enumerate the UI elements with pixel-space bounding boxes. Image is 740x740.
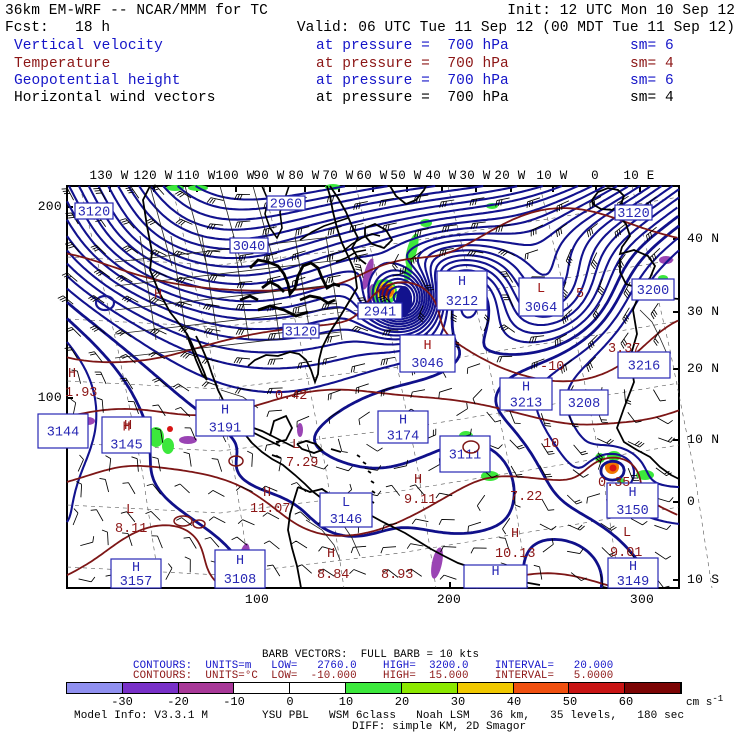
svg-text:8.93: 8.93 — [381, 568, 413, 583]
svg-text:H: H — [511, 527, 519, 542]
svg-text:H: H — [629, 560, 637, 575]
svg-text:2960: 2960 — [270, 198, 302, 213]
svg-text:10: 10 — [543, 437, 559, 452]
svg-text:H: H — [132, 561, 140, 576]
svg-text:3146: 3146 — [330, 513, 362, 528]
svg-text:3120: 3120 — [78, 206, 110, 221]
svg-text:H: H — [154, 288, 162, 303]
svg-text:H: H — [414, 473, 422, 488]
svg-text:2941: 2941 — [364, 306, 396, 321]
svg-text:H: H — [221, 404, 229, 419]
svg-text:3149: 3149 — [617, 575, 649, 590]
svg-text:H: H — [68, 367, 76, 382]
svg-text:H: H — [491, 565, 499, 580]
svg-text:8.84: 8.84 — [317, 568, 349, 583]
svg-text:3212: 3212 — [446, 295, 478, 310]
svg-text:7.29: 7.29 — [286, 456, 318, 471]
svg-text:H: H — [122, 421, 130, 436]
svg-text:H: H — [263, 486, 271, 501]
svg-text:3150: 3150 — [616, 504, 648, 519]
svg-text:3120: 3120 — [617, 207, 649, 222]
svg-text:H: H — [327, 547, 335, 562]
svg-text:3157: 3157 — [120, 575, 152, 590]
svg-text:0.42: 0.42 — [275, 389, 307, 404]
svg-text:3120: 3120 — [285, 326, 317, 341]
svg-text:3191: 3191 — [209, 422, 241, 437]
svg-text:-10: -10 — [540, 360, 564, 375]
svg-text:H: H — [423, 339, 431, 354]
svg-text:3040: 3040 — [233, 240, 265, 255]
svg-text:3.37: 3.37 — [608, 342, 640, 357]
svg-text:10.13: 10.13 — [495, 547, 536, 562]
svg-text:5: 5 — [576, 287, 584, 302]
svg-text:11.07: 11.07 — [250, 502, 291, 517]
svg-text:3108: 3108 — [224, 573, 256, 588]
svg-text:1.93: 1.93 — [65, 386, 97, 401]
svg-text:H: H — [628, 486, 636, 501]
svg-text:0.35: 0.35 — [598, 476, 630, 491]
svg-text:3216: 3216 — [628, 360, 660, 375]
svg-text:3144: 3144 — [47, 426, 79, 441]
svg-text:3064: 3064 — [525, 301, 557, 316]
svg-text:H: H — [399, 414, 407, 429]
svg-text:L: L — [342, 496, 350, 511]
svg-text:8.11: 8.11 — [115, 522, 147, 537]
svg-text:L: L — [292, 438, 300, 453]
svg-text:L: L — [537, 282, 545, 297]
svg-text:3145: 3145 — [110, 439, 142, 454]
svg-text:L: L — [623, 526, 631, 541]
svg-text:7.22: 7.22 — [510, 490, 542, 505]
svg-text:H: H — [124, 419, 132, 434]
svg-text:H: H — [522, 381, 530, 396]
svg-text:9.01: 9.01 — [610, 546, 642, 561]
svg-text:9.11: 9.11 — [404, 493, 436, 508]
svg-text:3200: 3200 — [637, 284, 669, 299]
svg-text:3208: 3208 — [568, 397, 600, 412]
svg-text:L: L — [126, 503, 134, 518]
svg-text:H: H — [236, 554, 244, 569]
svg-text:H: H — [458, 275, 466, 290]
svg-text:3046: 3046 — [411, 357, 443, 372]
svg-text:3174: 3174 — [387, 430, 419, 445]
svg-text:3213: 3213 — [510, 397, 542, 412]
